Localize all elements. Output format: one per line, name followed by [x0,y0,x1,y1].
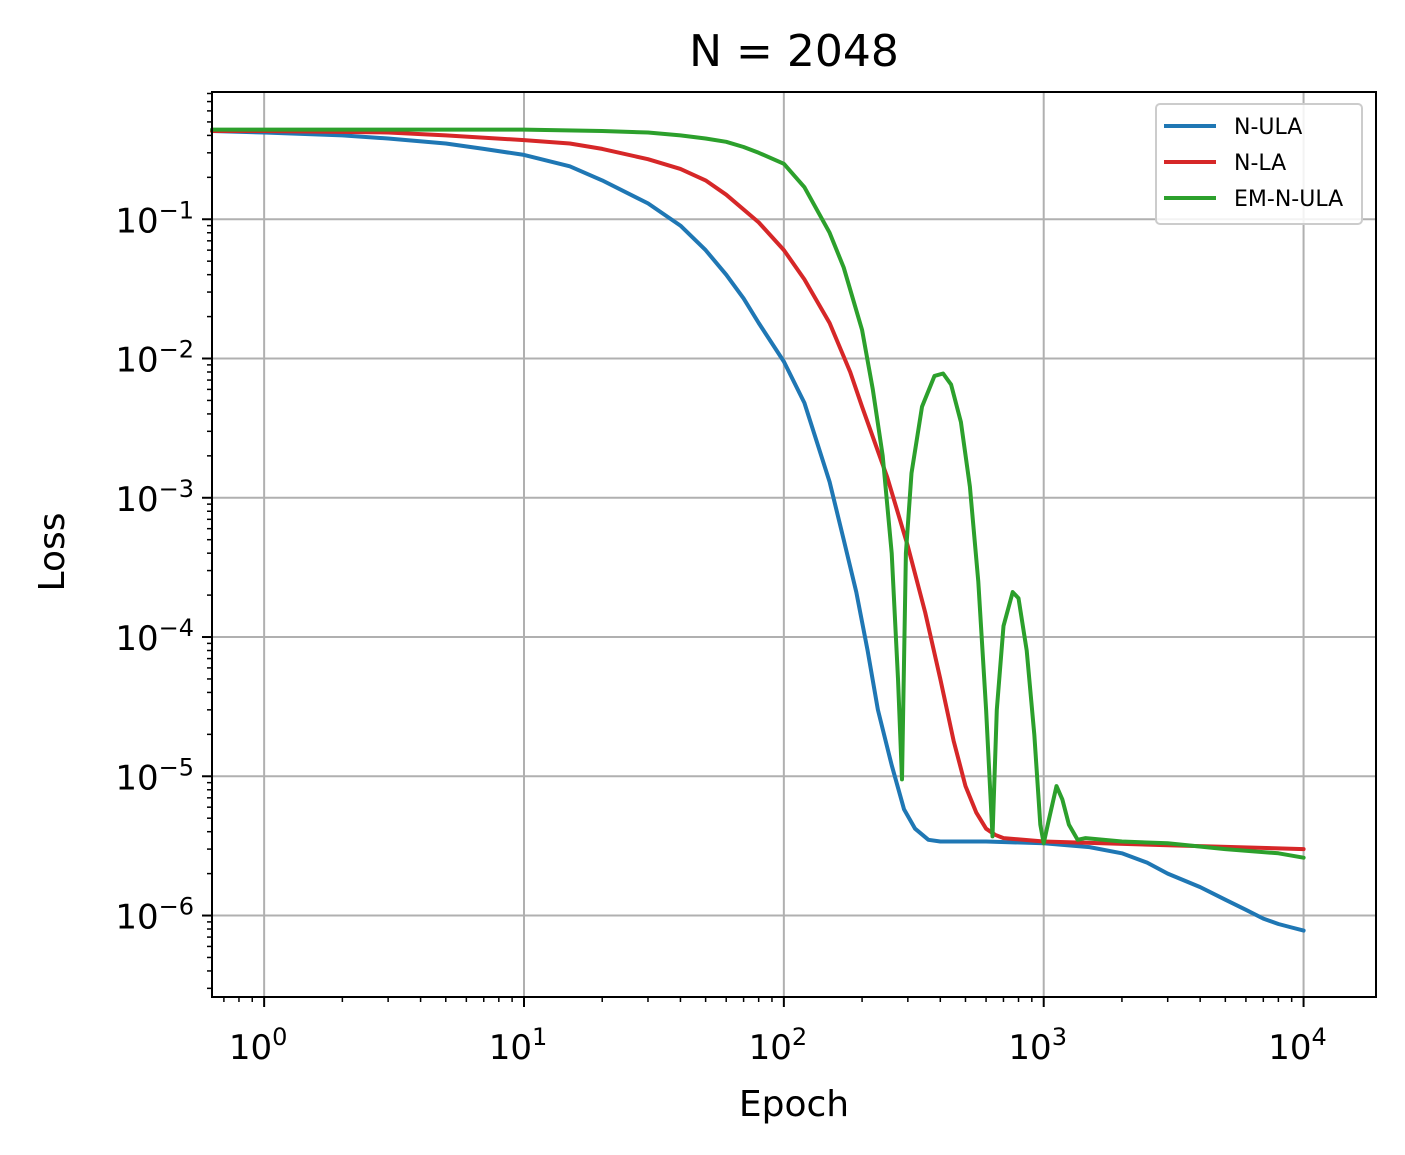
y-tick-label: 10−2 [115,336,194,381]
legend: N-ULA N-LA EM-N-ULA [1155,103,1363,225]
legend-label: EM-N-ULA [1234,187,1343,212]
x-tick-label: 103 [1008,1023,1067,1068]
y-tick-label: 10−3 [115,475,194,520]
x-tick-label: 102 [749,1023,808,1068]
x-tick-label: 104 [1268,1023,1327,1068]
y-tick-label: 10−5 [115,753,194,798]
legend-label: N-ULA [1234,115,1302,140]
series-line-em-n-ula [210,127,1306,860]
x-tick-label: 101 [489,1023,548,1068]
axis-ticks: 100 101 102 103 104 10−1 10−2 10−3 10−4 10−5 10−6 [115,92,1327,1068]
x-axis-label: Epoch [739,1084,849,1125]
y-tick-label: 10−6 [115,893,194,938]
y-tick-label: 10−1 [115,196,194,241]
legend-label: N-LA [1234,151,1286,176]
y-axis-label: Loss [32,513,73,592]
plot-frame [211,91,1377,998]
x-tick-label: 100 [229,1023,288,1068]
grid-lines [212,92,1376,997]
series-line-n-ula [210,129,1306,933]
series-line-n-la [210,129,1306,852]
legend-box [1155,103,1363,225]
chart-title: N = 2048 [689,26,899,77]
series-lines [210,127,1306,933]
y-tick-label: 10−4 [115,614,194,659]
plot-background [212,92,1376,997]
